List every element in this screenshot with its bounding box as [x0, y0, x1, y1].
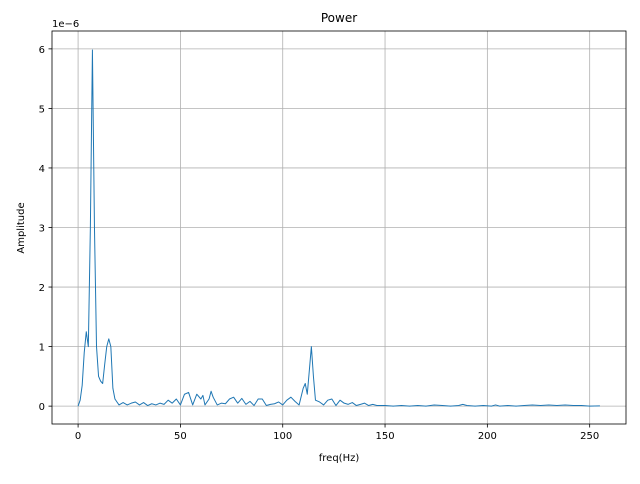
data-line: [77, 49, 600, 407]
x-tick-label: 0: [75, 431, 81, 442]
x-tick-label: 50: [174, 431, 187, 442]
y-tick-label: 0: [39, 402, 45, 413]
y-tick-label: 5: [39, 104, 45, 115]
x-tick-label: 150: [375, 431, 394, 442]
x-tick-label: 200: [478, 431, 497, 442]
x-axis-label: freq(Hz): [319, 453, 360, 464]
plot-frame: [51, 30, 627, 425]
y-tick-label: 4: [39, 164, 45, 175]
x-tick-label: 100: [273, 431, 292, 442]
y-tick-label: 6: [39, 45, 45, 56]
y-offset-text: 1e−6: [52, 19, 79, 30]
y-tick-label: 3: [39, 224, 45, 235]
y-axis-label: Amplitude: [16, 202, 27, 253]
x-tick-label: 250: [580, 431, 599, 442]
y-tick-label: 2: [39, 283, 45, 294]
y-tick-label: 1: [39, 343, 45, 354]
chart-title: Power: [321, 11, 357, 25]
